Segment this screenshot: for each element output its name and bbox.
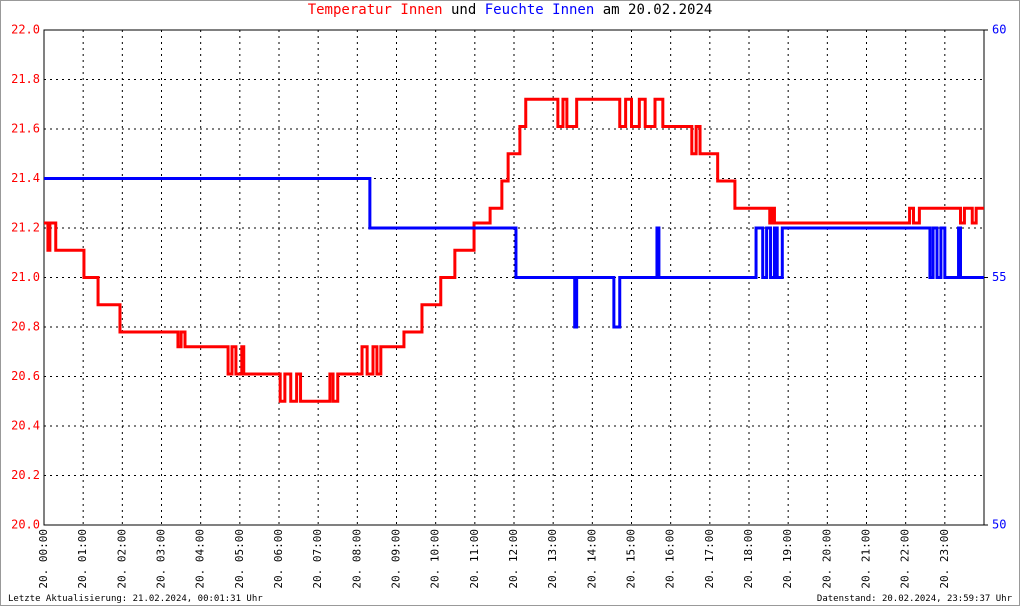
x-tick-label: 20. 07:00 [311, 529, 324, 589]
x-tick-label: 20. 04:00 [194, 529, 207, 589]
y2-tick-label: 60 [992, 23, 1006, 37]
y-tick-label: 20.2 [11, 468, 40, 482]
x-tick-label: 20. 00:00 [37, 529, 50, 589]
data-line [44, 97, 984, 403]
x-tick-label: 20. 03:00 [155, 529, 168, 589]
y2-tick-label: 50 [992, 518, 1006, 532]
y2-tick-label: 55 [992, 270, 1006, 284]
x-tick-label: 20. 08:00 [350, 529, 363, 589]
x-tick-label: 20. 13:00 [546, 529, 559, 589]
y-tick-label: 21.2 [11, 221, 40, 235]
title-connector: und [451, 2, 476, 18]
y-tick-label: 20.6 [11, 369, 40, 383]
x-tick-label: 20. 18:00 [742, 529, 755, 589]
x-tick-label: 20. 11:00 [468, 529, 481, 589]
footer-right: Datenstand: 20.02.2024, 23:59:37 Uhr [817, 594, 1013, 604]
x-tick-label: 20. 20:00 [820, 529, 833, 589]
x-tick-label: 20. 16:00 [664, 529, 677, 589]
x-tick-label: 20. 22:00 [899, 529, 912, 589]
y-tick-label: 21.8 [11, 72, 40, 86]
x-tick-label: 20. 05:00 [233, 529, 246, 589]
y-tick-label: 21.0 [11, 270, 40, 284]
x-tick-label: 20. 15:00 [625, 529, 638, 589]
footer-left: Letzte Aktualisierung: 21.02.2024, 00:01… [8, 594, 263, 604]
x-tick-label: 20. 17:00 [703, 529, 716, 589]
x-tick-label: 20. 06:00 [272, 529, 285, 589]
x-tick-label: 20. 12:00 [507, 529, 520, 589]
y-tick-label: 20.8 [11, 320, 40, 334]
y-tick-label: 21.6 [11, 122, 40, 136]
x-tick-label: 20. 19:00 [781, 529, 794, 589]
title-date: am 20.02.2024 [603, 2, 713, 18]
x-tick-label: 20. 14:00 [585, 529, 598, 589]
chart-title: Temperatur Innen und Feuchte Innen am 20… [308, 2, 713, 18]
x-tick-label: 20. 09:00 [390, 529, 403, 589]
title-series-1: Temperatur Innen [308, 2, 443, 18]
x-tick-label: 20. 21:00 [860, 529, 873, 589]
y-tick-label: 20.0 [11, 518, 40, 532]
x-tick-label: 20. 23:00 [938, 529, 951, 589]
x-tick-label: 20. 01:00 [76, 529, 89, 589]
x-tick-label: 20. 10:00 [429, 529, 442, 589]
data-line [44, 177, 984, 329]
y-tick-label: 21.4 [11, 171, 40, 185]
title-series-2: Feuchte Innen [485, 2, 595, 18]
y-tick-label: 20.4 [11, 419, 40, 433]
x-tick-label: 20. 02:00 [115, 529, 128, 589]
y-tick-label: 22.0 [11, 23, 40, 37]
